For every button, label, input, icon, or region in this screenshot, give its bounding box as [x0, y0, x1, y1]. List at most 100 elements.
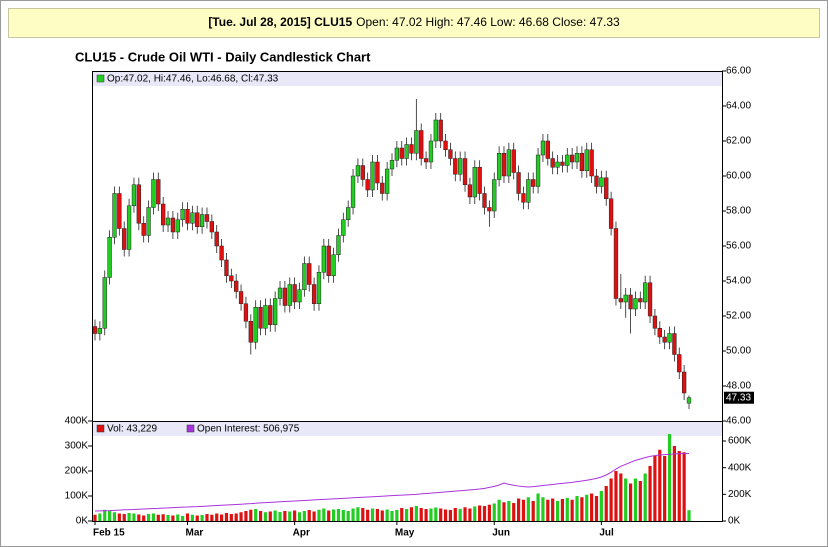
- volume-bar: [468, 508, 472, 521]
- volume-bar: [137, 514, 141, 521]
- y-tick-label: 52.00: [726, 311, 751, 322]
- candle-body: [545, 140, 550, 159]
- candle-body: [355, 165, 361, 177]
- y-tick-label: 60.00: [726, 171, 751, 182]
- volume-bar: [190, 514, 194, 521]
- y-tick-label: 100K: [65, 491, 89, 502]
- volume-bar: [356, 507, 360, 521]
- volume-bar: [210, 514, 214, 521]
- candle-body: [526, 179, 531, 203]
- candle-body: [126, 205, 132, 250]
- volume-bar: [682, 452, 686, 521]
- header-date: [Tue. Jul 28, 2015] CLU15: [208, 15, 352, 29]
- candle-body: [136, 184, 141, 224]
- volume-bar: [551, 498, 555, 521]
- volume-bar: [687, 510, 691, 521]
- candle-body: [501, 153, 507, 177]
- volume-bar: [156, 514, 160, 521]
- volume-bar: [482, 506, 487, 521]
- y-tick-label: 64.00: [726, 101, 751, 112]
- candle-body: [535, 154, 541, 187]
- volume-bar: [478, 505, 482, 521]
- candle-body: [131, 184, 137, 206]
- candle-body: [613, 228, 619, 299]
- candle-body: [521, 193, 526, 203]
- candle-body: [662, 336, 667, 343]
- candle-body: [384, 168, 390, 194]
- candle-body: [161, 203, 166, 226]
- y-tick-label: 66.00: [726, 66, 751, 77]
- volume-bar: [434, 507, 438, 521]
- volume-bar: [516, 498, 521, 521]
- candle-body: [428, 140, 434, 163]
- candle-body: [287, 284, 292, 306]
- candle-body: [107, 237, 112, 278]
- volume-bar: [341, 510, 345, 521]
- volume-bar: [614, 471, 618, 521]
- candle-body: [326, 245, 331, 276]
- volume-bar: [453, 508, 457, 521]
- candle-body: [599, 177, 604, 187]
- volume-bar: [117, 513, 121, 521]
- volume-bar: [512, 503, 516, 521]
- candle-body: [229, 275, 234, 282]
- candle-body: [604, 177, 609, 199]
- volume-bar: [638, 481, 642, 521]
- volume-bar: [176, 514, 180, 521]
- candle-body: [214, 231, 219, 247]
- candle-body: [238, 291, 244, 304]
- volume-bar: [585, 494, 589, 521]
- candle-body: [574, 153, 580, 163]
- candle-body: [589, 149, 594, 177]
- candle-body: [492, 179, 497, 212]
- volume-bar: [667, 434, 672, 521]
- volume-bar: [322, 508, 326, 521]
- y-tick-label: 0K: [76, 516, 89, 527]
- y-tick-label: 58.00: [726, 206, 751, 217]
- candle-body: [467, 184, 473, 198]
- candle-body: [199, 214, 205, 227]
- volume-bar: [317, 509, 321, 521]
- last-price-label: 47.33: [726, 392, 751, 403]
- candle-body: [350, 175, 356, 208]
- volume-bar: [658, 449, 662, 521]
- candle-body: [565, 154, 570, 166]
- volume-bar: [142, 515, 146, 521]
- candle-body: [482, 193, 487, 208]
- header-box: [8, 8, 820, 38]
- candle-body: [268, 305, 273, 325]
- y-tick-label: 48.00: [726, 381, 751, 392]
- volume-panel: [92, 421, 723, 522]
- candle-body: [643, 282, 648, 303]
- volume-bar: [507, 501, 511, 521]
- candle-body: [234, 280, 239, 292]
- legend-label: Vol: 43,229: [107, 424, 157, 435]
- volume-bar: [409, 507, 414, 521]
- volume-bar: [443, 509, 448, 521]
- volume-bar: [224, 513, 229, 521]
- legend-swatch: [186, 424, 195, 433]
- candle-body: [151, 179, 156, 208]
- volume-bar: [414, 506, 418, 521]
- candle-body: [677, 354, 682, 373]
- candle-body: [608, 198, 614, 229]
- candle-body: [638, 298, 643, 303]
- volume-bar: [307, 510, 311, 521]
- header-values: Open: 47.02 High: 47.46 Low: 46.68 Close…: [356, 15, 620, 29]
- candle-body: [170, 217, 176, 233]
- volume-bar: [346, 511, 350, 521]
- volume-legend-strip: [93, 422, 722, 436]
- candle-body: [360, 165, 365, 180]
- candle-body: [394, 147, 400, 161]
- volume-bar: [375, 509, 379, 521]
- y2-tick-label: 0K: [728, 516, 741, 527]
- volume-bar: [108, 511, 112, 521]
- volume-bar: [122, 514, 126, 521]
- volume-bar: [171, 515, 175, 521]
- x-tick-label: May: [395, 528, 415, 539]
- volume-bar: [628, 483, 633, 521]
- y-tick-label: 400K: [65, 416, 89, 427]
- candle-body: [204, 214, 210, 222]
- candle-body: [375, 161, 380, 184]
- volume-bar: [98, 513, 102, 521]
